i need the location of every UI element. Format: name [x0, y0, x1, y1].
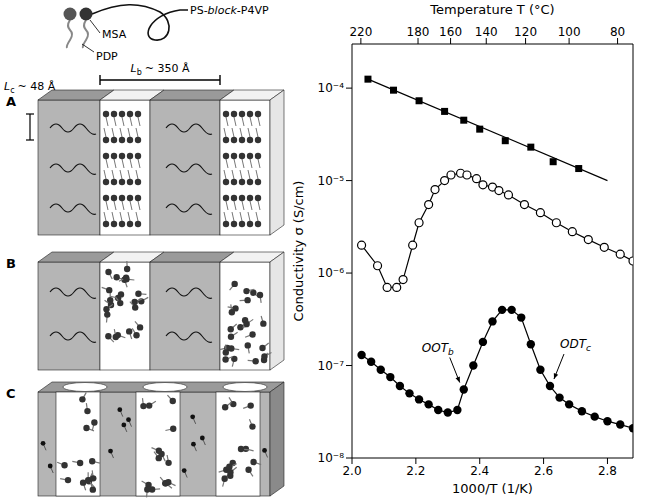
svg-text:220: 220 [349, 25, 372, 39]
svg-text:2.6: 2.6 [534, 464, 553, 478]
svg-text:2.4: 2.4 [470, 464, 489, 478]
svg-text:B: B [6, 256, 16, 271]
svg-text:PS-block-P4VP: PS-block-P4VP [190, 4, 269, 17]
svg-text:A: A [6, 94, 16, 109]
svg-text:10⁻⁴: 10⁻⁴ [318, 81, 345, 95]
svg-text:160: 160 [439, 25, 462, 39]
html-text:Conductivity σ (S/cm): Conductivity σ (S/cm) [291, 180, 306, 322]
svg-text:10⁻⁸: 10⁻⁸ [318, 451, 345, 465]
svg-text:10⁻⁶: 10⁻⁶ [318, 266, 345, 280]
svg-text:100: 100 [558, 25, 581, 39]
svg-text:80: 80 [610, 25, 625, 39]
svg-text:PDP: PDP [96, 50, 118, 63]
svg-text:120: 120 [514, 25, 537, 39]
svg-text:2.2: 2.2 [406, 464, 425, 478]
html-text:Temperature T (°C): Temperature T (°C) [430, 2, 555, 17]
html-text:Lc ~ 48 Å: Lc ~ 48 Å [4, 80, 56, 95]
svg-text:10⁻⁵: 10⁻⁵ [318, 174, 345, 188]
svg-text:10⁻⁷: 10⁻⁷ [318, 359, 345, 373]
svg-text:2.0: 2.0 [342, 464, 361, 478]
svg-text:140: 140 [475, 25, 498, 39]
html-text:1000/T (1/K): 1000/T (1/K) [452, 481, 533, 496]
svg-text:2.8: 2.8 [598, 464, 617, 478]
svg-text:180: 180 [407, 25, 430, 39]
svg-text:MSA: MSA [102, 28, 127, 41]
svg-text:OOTb: OOTb [422, 341, 454, 357]
svg-text:ODTc: ODTc [560, 337, 591, 353]
svg-text:C: C [6, 386, 16, 401]
svg-text:Lb~ 350 Å: Lb~ 350 Å [131, 62, 190, 77]
